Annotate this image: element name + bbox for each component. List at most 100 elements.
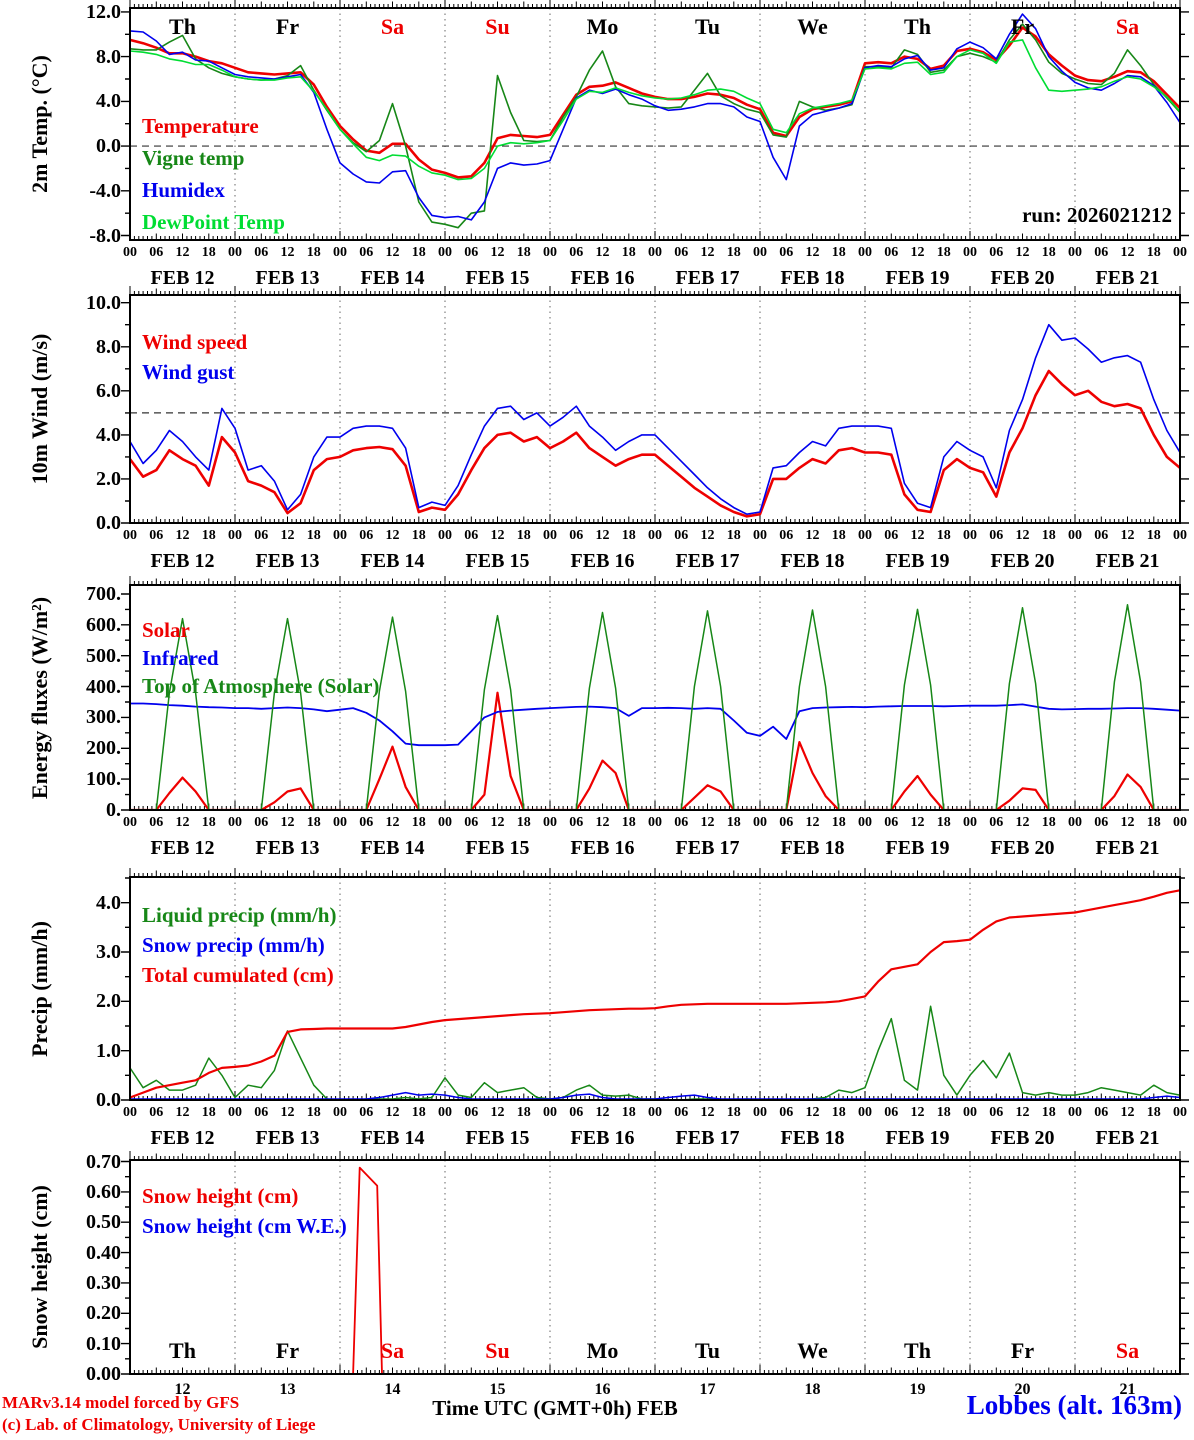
x-hour-tick-label: 00 [333,245,347,260]
x-hour-tick-label: 18 [201,1105,216,1120]
x-hour-tick-label: 00 [753,528,767,543]
x-date-label: FEB 14 [360,837,425,859]
x-hour-tick-label: 00 [1068,815,1082,830]
x-hour-tick-label: 18 [621,815,636,830]
x-hour-tick-label: 12 [805,1105,820,1120]
x-day-number-label: 17 [699,1381,716,1398]
x-hour-tick-label: 00 [858,1105,872,1120]
x-hour-tick-label: 12 [175,528,190,543]
x-hour-tick-label: 12 [280,815,295,830]
x-hour-tick-label: 12 [1015,245,1030,260]
x-hour-tick-label: 18 [726,528,741,543]
x-hour-tick-label: 18 [1146,815,1161,830]
x-day-number-label: 18 [804,1381,821,1398]
x-hour-tick-label: 06 [1094,815,1109,830]
x-hour-tick-label: 12 [1015,815,1030,830]
x-hour-tick-label: 06 [464,815,479,830]
x-hour-tick-label: 12 [490,1105,505,1120]
day-name-label: Mo [586,1338,619,1363]
y-tick-label: 0.40 [86,1241,121,1264]
x-date-label: FEB 19 [885,1127,950,1149]
x-day-number-label: 21 [1119,1381,1136,1398]
station-label: Lobbes (alt. 163m) [966,1390,1182,1420]
day-name-label: Th [904,1338,931,1363]
x-hour-tick-label: 00 [753,1105,767,1120]
x-hour-tick-label: 06 [884,815,899,830]
y-tick-label: 8.0 [96,335,121,358]
y-tick-label: 2.0 [96,990,121,1013]
y-tick-label: -4.0 [89,179,121,202]
x-hour-tick-label: 18 [516,815,531,830]
legend-humidex: Humidex [142,178,225,202]
x-date-label: FEB 19 [885,550,950,572]
x-date-label: FEB 17 [675,267,740,289]
x-hour-tick-label: 06 [569,815,584,830]
x-hour-tick-label: 12 [175,245,190,260]
x-date-label: FEB 14 [360,550,425,572]
x-hour-tick-label: 06 [1094,245,1109,260]
x-hour-tick-label: 18 [411,815,426,830]
x-hour-tick-label: 00 [333,815,347,830]
y-tick-label: 4.0 [96,891,121,914]
y-axis-title: 10m Wind (m/s) [27,333,52,485]
x-date-label: FEB 16 [570,837,635,859]
x-hour-tick-label: 18 [516,528,531,543]
x-date-label: FEB 20 [990,267,1055,289]
x-hour-tick-label: 12 [805,815,820,830]
legend-temperature: Temperature [142,114,259,138]
x-hour-tick-label: 00 [438,1105,452,1120]
x-hour-tick-label: 00 [1173,528,1187,543]
x-hour-tick-label: 18 [726,1105,741,1120]
y-tick-label: 0.30 [86,1271,121,1294]
x-hour-tick-label: 18 [201,245,216,260]
x-hour-tick-label: 12 [280,528,295,543]
x-hour-tick-label: 12 [910,815,925,830]
x-hour-tick-label: 12 [490,245,505,260]
x-day-number-label: 16 [594,1381,611,1398]
x-hour-tick-label: 06 [359,815,374,830]
panel-0 [121,0,1189,241]
x-hour-tick-label: 06 [569,528,584,543]
y-tick-label: 200. [86,737,121,760]
x-hour-tick-label: 18 [936,528,951,543]
x-hour-tick-label: 12 [595,245,610,260]
x-hour-tick-label: 06 [989,245,1004,260]
day-name-label: Sa [1115,1338,1140,1363]
y-axis-title: 2m Temp. (°C) [27,55,52,193]
x-hour-tick-label: 06 [359,245,374,260]
x-hour-tick-label: 00 [543,815,557,830]
x-hour-tick-label: 06 [989,528,1004,543]
footer-time-axis-label: Time UTC (GMT+0h) FEB [432,1398,678,1419]
x-hour-tick-label: 12 [175,1105,190,1120]
x-hour-tick-label: 00 [648,815,662,830]
x-hour-tick-label: 18 [831,815,846,830]
x-hour-tick-label: 18 [411,1105,426,1120]
x-date-label: FEB 18 [780,267,845,289]
y-tick-label: 3.0 [96,940,121,963]
legend-snow-precip-mm-h: Snow precip (mm/h) [142,933,325,957]
y-tick-label: 0.0 [96,135,121,158]
y-tick-label: 0.00 [86,1363,121,1385]
day-name-label: Fr [1010,1338,1035,1363]
x-date-label: FEB 15 [465,550,530,572]
y-tick-label: 12.0 [86,0,121,23]
x-date-label: FEB 21 [1095,1127,1160,1149]
x-hour-tick-label: 00 [228,528,242,543]
x-hour-tick-label: 06 [149,1105,164,1120]
x-hour-tick-label: 12 [490,815,505,830]
x-date-label: FEB 15 [465,267,530,289]
x-hour-tick-label: 00 [228,1105,242,1120]
x-hour-tick-label: 06 [149,528,164,543]
x-hour-tick-label: 06 [674,815,689,830]
legend-infrared: Infrared [142,646,219,670]
x-hour-tick-label: 06 [254,815,269,830]
x-hour-tick-label: 18 [306,1105,321,1120]
x-hour-tick-label: 18 [936,815,951,830]
x-hour-tick-label: 00 [648,528,662,543]
x-hour-tick-label: 00 [753,815,767,830]
x-hour-tick-label: 12 [700,245,715,260]
x-hour-tick-label: 18 [1146,245,1161,260]
day-name-label: Tu [695,14,720,39]
x-hour-tick-label: 12 [910,1105,925,1120]
y-tick-label: 600. [86,613,121,636]
